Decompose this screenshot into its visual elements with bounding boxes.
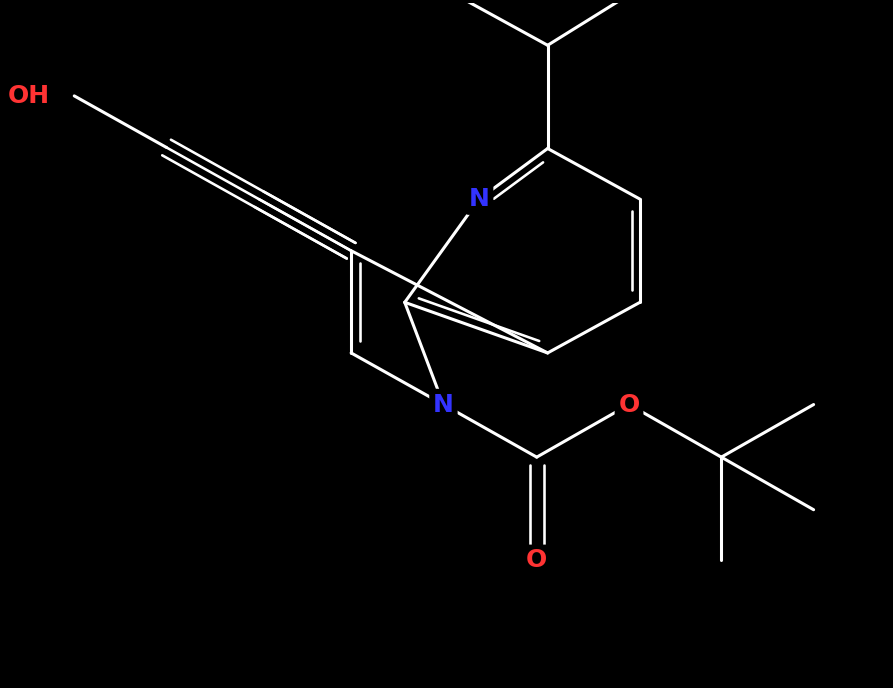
- Text: O: O: [526, 548, 547, 572]
- Text: N: N: [469, 187, 489, 211]
- Text: OH: OH: [7, 84, 49, 108]
- Text: N: N: [433, 393, 454, 416]
- Text: O: O: [618, 393, 639, 416]
